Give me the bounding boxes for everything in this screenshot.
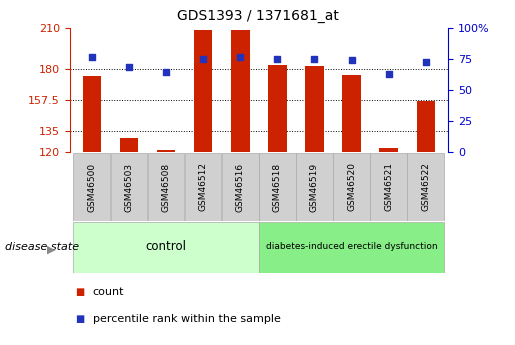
Text: disease state: disease state [5, 242, 79, 252]
Text: ■: ■ [75, 314, 84, 324]
Text: percentile rank within the sample: percentile rank within the sample [93, 314, 281, 324]
Bar [148, 153, 184, 221]
Text: GSM46519: GSM46519 [310, 162, 319, 211]
Text: GSM46520: GSM46520 [347, 162, 356, 211]
Text: GSM46512: GSM46512 [199, 162, 208, 211]
Bar [342, 75, 361, 152]
Bar [74, 153, 110, 221]
Text: ■: ■ [75, 287, 84, 296]
Bar [74, 222, 259, 273]
Bar [185, 153, 221, 221]
Text: GSM46508: GSM46508 [162, 162, 170, 211]
Point [88, 55, 96, 60]
Bar [380, 148, 398, 152]
Bar [268, 65, 287, 152]
Bar [305, 66, 324, 152]
Text: ▶: ▶ [47, 245, 56, 255]
Text: GSM46516: GSM46516 [236, 162, 245, 211]
Bar [407, 153, 444, 221]
Point [311, 56, 319, 61]
Bar [417, 101, 435, 152]
Text: GSM46521: GSM46521 [384, 162, 393, 211]
Point [385, 71, 393, 76]
Bar [333, 153, 370, 221]
Point [273, 56, 282, 61]
Text: GDS1393 / 1371681_at: GDS1393 / 1371681_at [177, 9, 338, 23]
Bar [157, 150, 175, 152]
Text: count: count [93, 287, 124, 296]
Bar [296, 153, 333, 221]
Text: control: control [146, 240, 186, 253]
Point [162, 70, 170, 75]
Bar [370, 153, 407, 221]
Bar [259, 222, 444, 273]
Text: diabetes-induced erectile dysfunction: diabetes-induced erectile dysfunction [266, 242, 437, 251]
Bar [111, 153, 147, 221]
Point [125, 65, 133, 70]
Point [199, 56, 207, 61]
Text: GSM46518: GSM46518 [273, 162, 282, 211]
Bar [119, 138, 138, 152]
Point [236, 55, 244, 60]
Bar [259, 153, 296, 221]
Bar [194, 30, 212, 152]
Text: GSM46500: GSM46500 [87, 162, 96, 211]
Bar [222, 153, 259, 221]
Text: GSM46503: GSM46503 [125, 162, 133, 211]
Point [422, 60, 430, 65]
Bar [231, 30, 249, 152]
Text: GSM46522: GSM46522 [421, 162, 431, 211]
Point [348, 57, 356, 63]
Bar [82, 76, 101, 152]
